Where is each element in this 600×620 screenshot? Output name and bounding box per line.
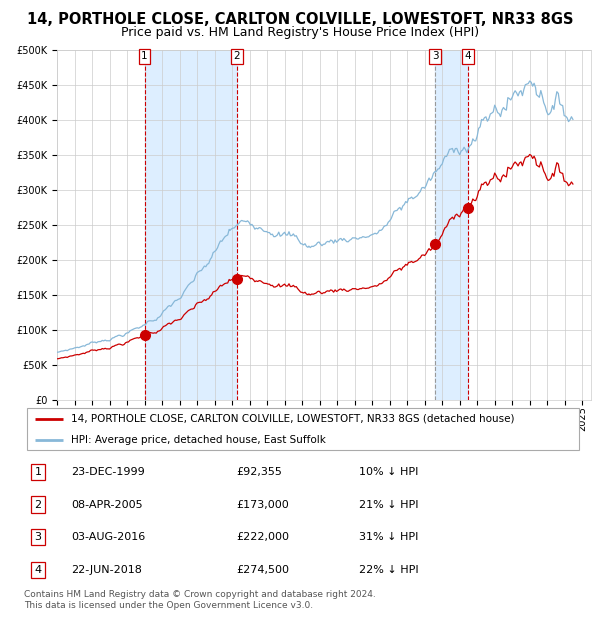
Text: 3: 3: [34, 532, 41, 542]
Text: 1: 1: [141, 51, 148, 61]
Text: 31% ↓ HPI: 31% ↓ HPI: [359, 532, 418, 542]
Text: 1: 1: [34, 467, 41, 477]
Text: £274,500: £274,500: [236, 565, 289, 575]
Text: 08-APR-2005: 08-APR-2005: [71, 500, 143, 510]
Bar: [435, 50, 468, 400]
Text: 4: 4: [34, 565, 41, 575]
Text: 03-AUG-2016: 03-AUG-2016: [71, 532, 146, 542]
Text: 22% ↓ HPI: 22% ↓ HPI: [359, 565, 418, 575]
Text: 14, PORTHOLE CLOSE, CARLTON COLVILLE, LOWESTOFT, NR33 8GS: 14, PORTHOLE CLOSE, CARLTON COLVILLE, LO…: [27, 12, 573, 27]
Text: 23-DEC-1999: 23-DEC-1999: [71, 467, 145, 477]
FancyBboxPatch shape: [27, 409, 579, 450]
Text: 2: 2: [34, 500, 41, 510]
Text: 14, PORTHOLE CLOSE, CARLTON COLVILLE, LOWESTOFT, NR33 8GS (detached house): 14, PORTHOLE CLOSE, CARLTON COLVILLE, LO…: [71, 414, 515, 423]
Text: 4: 4: [464, 51, 471, 61]
Text: £173,000: £173,000: [236, 500, 289, 510]
Text: £222,000: £222,000: [236, 532, 289, 542]
Text: 21% ↓ HPI: 21% ↓ HPI: [359, 500, 418, 510]
Text: 22-JUN-2018: 22-JUN-2018: [71, 565, 142, 575]
Text: £92,355: £92,355: [236, 467, 282, 477]
Text: 2: 2: [233, 51, 240, 61]
Text: Contains HM Land Registry data © Crown copyright and database right 2024.
This d: Contains HM Land Registry data © Crown c…: [24, 590, 376, 609]
Text: Price paid vs. HM Land Registry's House Price Index (HPI): Price paid vs. HM Land Registry's House …: [121, 26, 479, 39]
Text: HPI: Average price, detached house, East Suffolk: HPI: Average price, detached house, East…: [71, 435, 326, 445]
Text: 10% ↓ HPI: 10% ↓ HPI: [359, 467, 418, 477]
Text: 3: 3: [431, 51, 439, 61]
Bar: [145, 50, 237, 400]
